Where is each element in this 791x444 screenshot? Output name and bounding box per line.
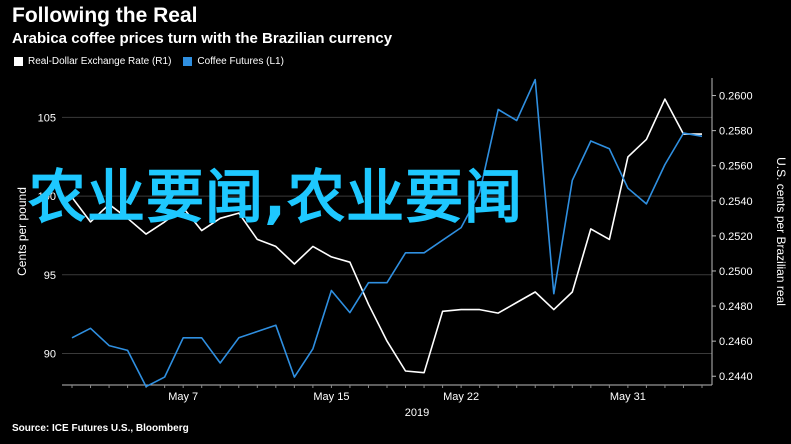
right-tick-label: 0.2580 xyxy=(719,126,753,138)
legend: Real-Dollar Exchange Rate (R1) Coffee Fu… xyxy=(14,56,296,67)
left-tick-label: 105 xyxy=(38,112,56,124)
left-tick-label: 95 xyxy=(44,270,56,282)
right-tick-label: 0.2460 xyxy=(719,336,753,348)
series-line-coffee-futures xyxy=(71,78,703,388)
right-tick-label: 0.2480 xyxy=(719,301,753,313)
series-line-exchange-rate xyxy=(71,98,702,374)
x-tick-label: May 7 xyxy=(168,391,198,403)
right-tick-label: 0.2560 xyxy=(719,161,753,173)
x-tick-label: May 31 xyxy=(610,391,646,403)
legend-label-coffee-futures: Coffee Futures (L1) xyxy=(197,56,284,67)
right-tick-label: 0.2600 xyxy=(719,91,753,103)
legend-label-exchange-rate: Real-Dollar Exchange Rate (R1) xyxy=(28,56,172,67)
chart-source: Source: ICE Futures U.S., Bloomberg xyxy=(12,423,189,434)
legend-item-exchange-rate: Real-Dollar Exchange Rate (R1) xyxy=(14,56,171,67)
left-tick-label: 100 xyxy=(38,191,56,203)
right-tick-label: 0.2500 xyxy=(719,266,753,278)
x-year-label: 2019 xyxy=(405,407,429,419)
legend-item-coffee-futures: Coffee Futures (L1) xyxy=(183,56,284,67)
right-axis-title: U.S. cents per Brazilian real xyxy=(774,157,788,306)
left-axis-title: Cents per pound xyxy=(15,187,29,276)
left-tick-label: 90 xyxy=(44,349,56,361)
right-tick-label: 0.2440 xyxy=(719,371,753,383)
legend-swatch-coffee-futures xyxy=(183,57,193,66)
x-tick-label: May 22 xyxy=(443,391,479,403)
legend-swatch-exchange-rate xyxy=(14,57,23,66)
right-tick-label: 0.2520 xyxy=(719,231,753,243)
right-tick-label: 0.2540 xyxy=(719,196,753,208)
x-tick-label: May 15 xyxy=(313,391,349,403)
chart-title: Following the Real xyxy=(12,4,198,27)
watermark-overlay-text: 农业要闻,农业要闻 xyxy=(28,163,524,231)
chart-subtitle: Arabica coffee prices turn with the Braz… xyxy=(12,30,393,47)
